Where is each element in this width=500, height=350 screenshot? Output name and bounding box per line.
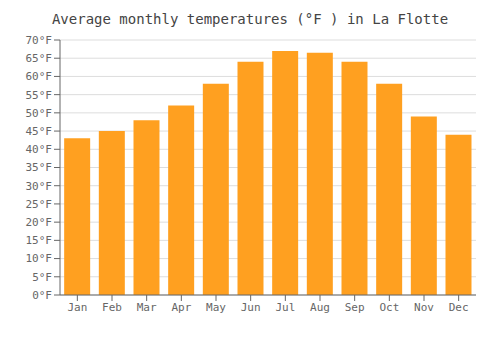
svg-text:10°F: 10°F <box>26 252 53 265</box>
svg-text:0°F: 0°F <box>32 289 52 302</box>
svg-text:Jun: Jun <box>241 301 261 314</box>
svg-text:60°F: 60°F <box>26 70 53 83</box>
svg-text:Feb: Feb <box>102 301 122 314</box>
svg-text:Aug: Aug <box>310 301 330 314</box>
svg-text:70°F: 70°F <box>26 34 53 47</box>
svg-text:20°F: 20°F <box>26 216 53 229</box>
svg-text:Nov: Nov <box>414 301 434 314</box>
svg-text:May: May <box>206 301 226 314</box>
svg-text:Jul: Jul <box>275 301 295 314</box>
svg-text:55°F: 55°F <box>26 89 53 102</box>
svg-text:Dec: Dec <box>449 301 469 314</box>
svg-text:25°F: 25°F <box>26 198 53 211</box>
svg-text:5°F: 5°F <box>32 271 52 284</box>
svg-text:Mar: Mar <box>137 301 157 314</box>
svg-text:Sep: Sep <box>345 301 365 314</box>
svg-text:Oct: Oct <box>379 301 399 314</box>
html-text:Average monthly temperatures (: Average monthly temperatures (°F ) in La… <box>51 11 449 27</box>
svg-text:65°F: 65°F <box>26 52 53 65</box>
svg-text:Apr: Apr <box>171 301 191 314</box>
svg-text:35°F: 35°F <box>26 161 53 174</box>
svg-text:Jan: Jan <box>67 301 87 314</box>
svg-text:50°F: 50°F <box>26 107 53 120</box>
svg-text:15°F: 15°F <box>26 234 53 247</box>
svg-text:40°F: 40°F <box>26 143 53 156</box>
svg-text:45°F: 45°F <box>26 125 53 138</box>
svg-text:30°F: 30°F <box>26 180 53 193</box>
